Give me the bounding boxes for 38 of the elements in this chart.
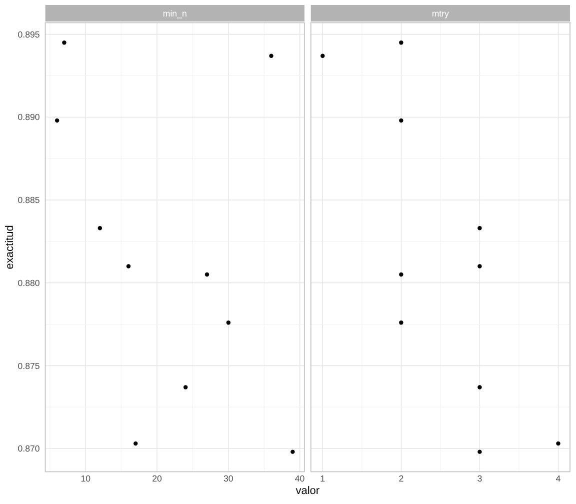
point: [399, 118, 404, 123]
point: [98, 226, 102, 230]
point: [134, 441, 138, 446]
x-tick-label: 10: [80, 474, 91, 484]
point: [269, 54, 274, 58]
x-tick-label: 30: [224, 474, 234, 484]
point: [290, 450, 295, 454]
point: [478, 385, 482, 390]
x-tick-label: 4: [556, 474, 561, 484]
chart-title: mtry: [432, 8, 450, 18]
x-tick-label: 1: [320, 474, 326, 484]
point: [478, 226, 482, 230]
point: [399, 40, 404, 45]
point: [399, 320, 404, 325]
point: [320, 54, 325, 58]
point: [54, 118, 60, 123]
point: [62, 40, 66, 45]
x-axis-title: valor: [296, 485, 320, 497]
x-tick-label: 2: [398, 474, 404, 484]
point: [478, 264, 482, 268]
y-tick-label: 0.875: [18, 360, 40, 371]
point: [226, 320, 231, 325]
y-tick-label: 0.895: [18, 29, 40, 40]
point: [183, 385, 188, 390]
point: [399, 272, 404, 277]
chart-title: min_n: [162, 8, 187, 18]
x-tick-label: 3: [477, 474, 482, 484]
y-tick-label: 0.880: [18, 278, 40, 288]
point: [556, 441, 560, 446]
point: [126, 264, 131, 268]
y-tick-label: 0.890: [18, 112, 40, 122]
point: [478, 450, 482, 454]
y-tick-label: 0.885: [18, 195, 40, 206]
y-axis-title: exactitud: [4, 225, 16, 270]
y-tick-label: 0.870: [18, 444, 40, 454]
x-tick-label: 20: [152, 474, 162, 484]
x-tick-label: 40: [294, 474, 305, 484]
point: [204, 272, 210, 277]
